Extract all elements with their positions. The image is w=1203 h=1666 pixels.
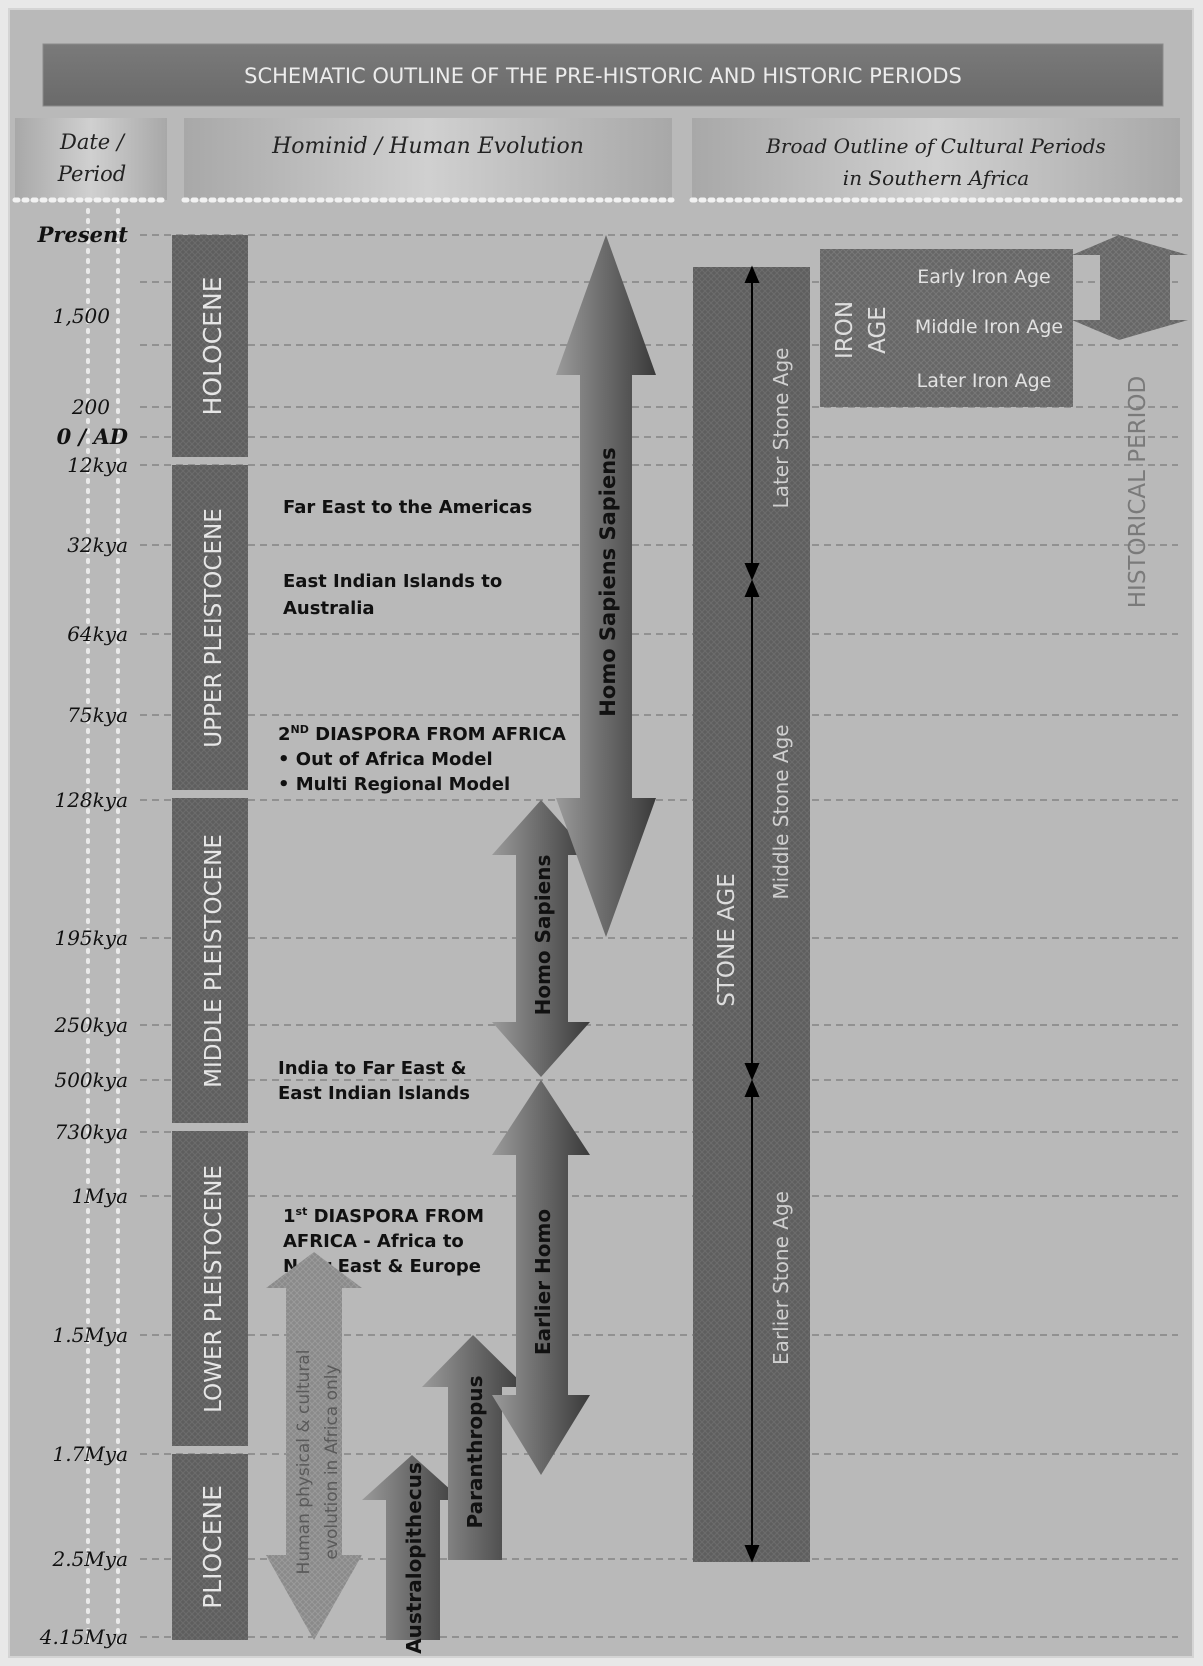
- time-label: 250kya: [53, 1013, 128, 1037]
- note-diaspora-1: 1st DIASPORA FROM: [283, 1205, 484, 1227]
- epoch-label-middle: MIDDLE PLEISTOCENE: [201, 834, 227, 1088]
- time-label: 195kya: [54, 926, 128, 950]
- note-out-of-africa: • Out of Africa Model: [278, 749, 493, 770]
- africa-only-arrow: Human physical & cultural evolution in A…: [266, 1252, 362, 1640]
- label-later-iron-age: Later Iron Age: [917, 370, 1052, 392]
- epoch-pliocene: [172, 1454, 248, 1640]
- epoch-label-holocene: HOLOCENE: [198, 277, 227, 416]
- epoch-lower-pleistocene: [172, 1131, 248, 1446]
- epoch-label-pliocene: PLIOCENE: [198, 1485, 227, 1609]
- header-cultural-2: in Southern Africa: [843, 166, 1029, 190]
- note-east-indian-2: Australia: [283, 598, 375, 619]
- label-middle-stone-age: Middle Stone Age: [769, 724, 793, 899]
- label-later-stone-age: Later Stone Age: [769, 348, 793, 509]
- note-india-1: India to Far East &: [278, 1058, 466, 1079]
- label-earlier-stone-age: Earlier Stone Age: [769, 1191, 793, 1365]
- time-label: 1.7Mya: [52, 1442, 128, 1466]
- label-stone-age: STONE AGE: [714, 873, 740, 1007]
- label-early-iron-age: Early Iron Age: [917, 266, 1050, 288]
- time-label: 500kya: [54, 1068, 128, 1092]
- note-multi-regional: • Multi Regional Model: [278, 774, 510, 795]
- label-earlier-homo: Earlier Homo: [531, 1209, 555, 1355]
- note-diaspora-2: 2ND DIASPORA FROM AFRICA: [278, 723, 566, 745]
- label-homo-sapiens: Homo Sapiens: [531, 855, 555, 1016]
- epoch-holocene: [172, 235, 248, 457]
- time-labels: Present 1,500 200 0 / AD 12kya 32kya 64kya 75ky…: [37, 222, 129, 1649]
- label-paranthropus: Paranthropus: [463, 1375, 487, 1528]
- time-label: 75kya: [67, 703, 128, 727]
- time-label: Present: [37, 222, 129, 247]
- earlier-homo-arrow: Earlier Homo: [492, 1080, 590, 1475]
- label-age: AGE: [865, 306, 891, 354]
- page-title: SCHEMATIC OUTLINE OF THE PRE-HISTORIC AN…: [244, 64, 962, 88]
- epoch-label-upper: UPPER PLEISTOCENE: [201, 508, 227, 747]
- homo-sapiens-sapiens-arrow: Homo Sapiens Sapiens: [556, 235, 656, 937]
- stone-age-column: STONE AGE Later Stone Age Middle Stone A…: [693, 265, 810, 1563]
- time-label: 32kya: [67, 533, 128, 557]
- africa-only-text-2: evolution in Africa only: [322, 1364, 342, 1559]
- time-label: 200: [71, 395, 110, 419]
- header-period: Period: [57, 162, 126, 186]
- africa-only-text-1: Human physical & cultural: [294, 1350, 314, 1575]
- australopithecus-arrow: Australopithecus: [362, 1455, 462, 1654]
- note-diaspora-1-line2: AFRICA - Africa to: [283, 1231, 464, 1252]
- time-label: 1.5Mya: [52, 1323, 128, 1347]
- time-label: 64kya: [67, 622, 128, 646]
- epoch-label-lower: LOWER PLEISTOCENE: [201, 1165, 227, 1413]
- note-far-east: Far East to the Americas: [283, 497, 532, 518]
- time-label: 730kya: [54, 1120, 128, 1144]
- label-homo-sapiens-sapiens: Homo Sapiens Sapiens: [596, 447, 620, 716]
- label-historical-period: HISTORICAL PERIOD: [1125, 376, 1151, 609]
- header-hominid: Hominid / Human Evolution: [271, 134, 584, 159]
- header-cultural-1: Broad Outline of Cultural Periods: [765, 134, 1106, 158]
- epoch-blocks: HOLOCENE UPPER PLEISTOCENE MIDDLE PLEIST…: [172, 235, 248, 1640]
- epoch-middle-pleistocene: [172, 798, 248, 1123]
- label-middle-iron-age: Middle Iron Age: [915, 316, 1063, 338]
- paranthropus-arrow: Paranthropus: [422, 1335, 526, 1560]
- time-label: 128kya: [54, 788, 128, 812]
- column-headers: Date / Period Hominid / Human Evolution …: [12, 118, 1183, 203]
- title-banner: SCHEMATIC OUTLINE OF THE PRE-HISTORIC AN…: [42, 43, 1164, 107]
- note-east-indian-1: East Indian Islands to: [283, 571, 502, 592]
- time-label: 1,500: [53, 304, 111, 328]
- time-label: 1Mya: [72, 1184, 128, 1208]
- time-label: 12kya: [67, 453, 128, 477]
- iron-age-box: IRON AGE Early Iron Age Middle Iron Age …: [820, 249, 1073, 407]
- historical-period: HISTORICAL PERIOD: [1072, 235, 1188, 608]
- homo-sapiens-arrow: Homo Sapiens: [492, 800, 590, 1077]
- time-label: 0 / AD: [57, 424, 129, 449]
- time-label: 2.5Mya: [51, 1547, 128, 1571]
- epoch-upper-pleistocene: [172, 465, 248, 790]
- time-label: 4.15Mya: [39, 1625, 128, 1649]
- note-india-2: East Indian Islands: [278, 1083, 470, 1104]
- label-australopithecus: Australopithecus: [402, 1462, 426, 1654]
- header-date: Date /: [59, 130, 126, 154]
- label-iron: IRON: [832, 301, 858, 359]
